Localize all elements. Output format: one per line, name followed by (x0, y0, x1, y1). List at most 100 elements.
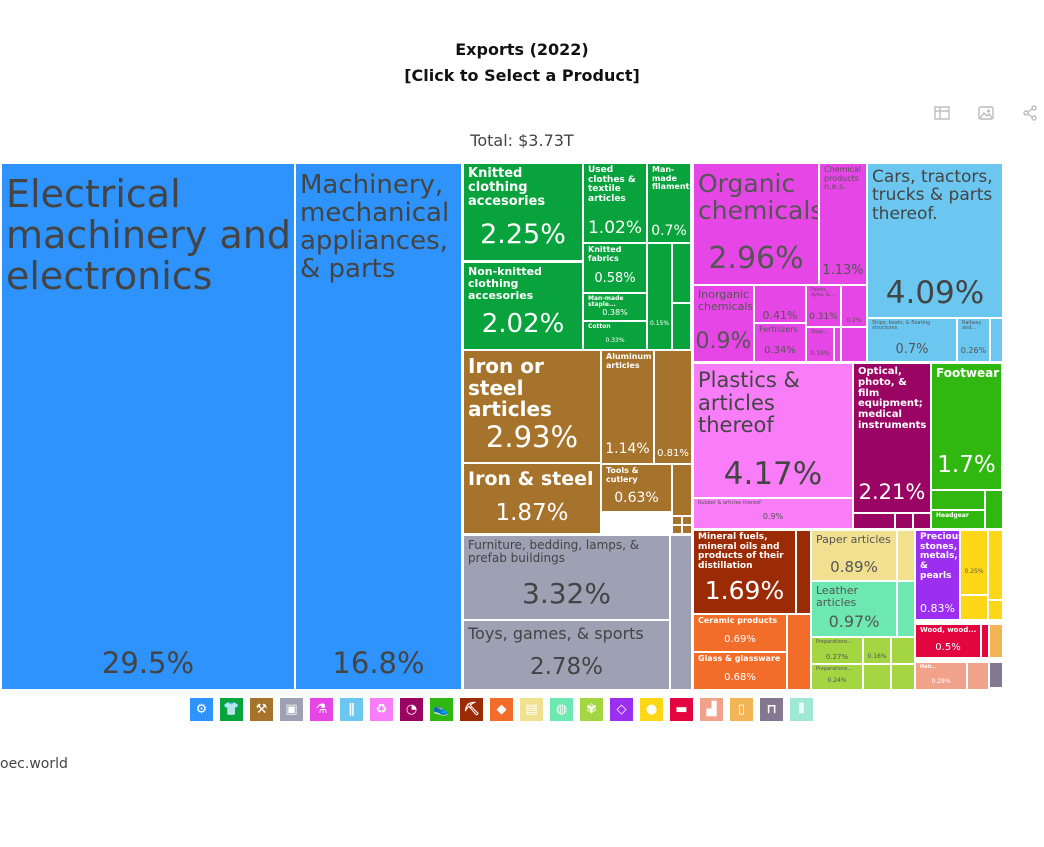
tile-man-made-filaments[interactable]: Man-made filaments 0.7% (647, 163, 691, 243)
tile-aluminum-articles[interactable]: Aluminum articles 1.14% (601, 350, 654, 464)
tile-electrical-machinery-and-electronics[interactable]: Electrical machinery and electronics 29.5… (1, 163, 295, 690)
tile-minor-25[interactable] (988, 600, 1003, 620)
tile-item-42[interactable]: 0.25% (960, 530, 988, 595)
tile-item-13[interactable]: 0.81% (654, 350, 692, 464)
tile-minor-23[interactable] (960, 595, 988, 620)
legend-textiles[interactable]: 👕 (219, 697, 244, 722)
tile-minor-9[interactable] (841, 327, 867, 362)
legend-transportation[interactable]: ∥ (339, 697, 364, 722)
tile-minor-21[interactable] (863, 664, 891, 690)
tile-toys-games-sports[interactable]: Toys, games, & sports 2.78% (463, 620, 670, 690)
tile-cars-tractors-trucks-parts-thereof[interactable]: Cars, tractors, trucks & parts thereof. 4… (867, 163, 1003, 318)
tile-minor-4[interactable] (682, 516, 692, 525)
legend-animal-hides[interactable]: ◍ (549, 697, 574, 722)
tile-knitted-clothing-accesories[interactable]: Knitted clothing accesories 2.25% (463, 163, 583, 261)
legend-instruments[interactable]: ◔ (399, 697, 424, 722)
tile-minor-3[interactable] (672, 516, 682, 525)
tile-preparations[interactable]: Preparations... 0.27% (811, 637, 863, 664)
tile-headgear[interactable]: Headgear (931, 510, 985, 529)
tile-minor-18[interactable] (897, 530, 915, 581)
legend-plastics-rubbers[interactable]: ♻ (369, 697, 394, 722)
tile-used-clothes-textile-articles[interactable]: Used clothes & textile articles 1.02% (583, 163, 647, 243)
legend-animal-vegetable-bi-products[interactable]: ▯ (729, 697, 754, 722)
tile-minor-24[interactable] (988, 530, 1003, 600)
tile-furniture-bedding-lamps-prefab-buildings[interactable]: Furniture, bedding, lamps, & prefab buil… (463, 535, 670, 620)
tile-machinery-mechanical-appliances-parts[interactable]: Machinery, mechanical appliances, & part… (295, 163, 462, 690)
tile-minor-14[interactable] (985, 490, 1003, 529)
tile-non-knitted-clothing-accesories[interactable]: Non-knitted clothing accesories 2.02% (463, 262, 583, 350)
legend-chemical-products[interactable]: ⚗ (309, 697, 334, 722)
tile-leather-articles[interactable]: Leather articles 0.97% (811, 581, 897, 637)
tile-item-24[interactable]: 0.2% (841, 285, 867, 327)
tile-ships-boats-floating-structures[interactable]: Ships, boats, & floating structures 0.7% (867, 318, 957, 362)
tile-minor-26[interactable] (981, 624, 989, 658)
tile-minor-10[interactable] (990, 318, 1003, 362)
legend-animal-products[interactable]: ▟ (699, 697, 724, 722)
tile-minor-28[interactable] (967, 662, 989, 690)
tile-hair[interactable]: Hair... 0.29% (915, 662, 967, 690)
legend-stone-glass[interactable]: ◆ (489, 697, 514, 722)
tile-item-39[interactable]: 0.16% (863, 637, 891, 664)
tile-optical-photo-film-equipment-medical-instruments[interactable]: Optical, photo, & film equipment; medica… (853, 363, 931, 513)
tile-rubber-articles-thereof[interactable]: Rubber & articles thereof 0.9% (693, 498, 853, 529)
tile-minor-8[interactable] (834, 327, 841, 362)
legend-miscellaneous[interactable]: ▣ (279, 697, 304, 722)
tile-minor-1[interactable] (672, 303, 691, 350)
tile-item-20[interactable]: 0.41% (754, 285, 806, 323)
tile-minor-13[interactable] (913, 513, 931, 529)
legend-machinery[interactable]: ⚙ (189, 697, 214, 722)
tile-cotton[interactable]: Cotton 0.33% (583, 321, 647, 350)
table-icon[interactable] (933, 104, 951, 122)
tile-man-made-staple[interactable]: Man-made staple... 0.38% (583, 293, 647, 321)
tile-wood-wood[interactable]: Wood, wood... 0.5% (915, 624, 981, 658)
tile-minor-5[interactable] (672, 525, 682, 534)
tile-item-9[interactable]: 0.15% (647, 243, 672, 350)
tile-railway-and[interactable]: Railway and... 0.26% (957, 318, 990, 362)
tile-paper-articles[interactable]: Paper articles 0.89% (811, 530, 897, 581)
legend-footwear-headwear[interactable]: 👟 (429, 697, 454, 722)
tile-minor-2[interactable] (672, 464, 692, 516)
tile-glass-glassware[interactable]: Glass & glassware 0.68% (693, 652, 787, 690)
legend-arts-antiques[interactable]: ⊓ (759, 697, 784, 722)
tile-minor-17[interactable] (787, 614, 811, 690)
tile-minor-27[interactable] (989, 624, 1003, 658)
tile-precious-stones-metals-pearls[interactable]: Precious stones, metals, & pearls 0.83% (915, 530, 960, 620)
tile-minor-7[interactable] (670, 535, 692, 690)
legend-precious-metals[interactable]: ◇ (609, 697, 634, 722)
legend-wood-products[interactable]: ⦀ (789, 697, 814, 722)
tile-minor-6[interactable] (682, 525, 692, 534)
tile-preparations[interactable]: Preparations... 0.24% (811, 664, 863, 690)
image-icon[interactable] (977, 104, 995, 122)
tile-minor-22[interactable] (891, 664, 915, 690)
legend-metals[interactable]: ⚒ (249, 697, 274, 722)
tile-minor-15[interactable] (931, 490, 985, 510)
tile-paints-dyes[interactable]: Paints, dyes, &... 0.31% (806, 285, 841, 327)
tile-minor-11[interactable] (853, 513, 895, 529)
tile-iron-or-steel-articles[interactable]: Iron or steel articles 2.93% (463, 350, 601, 463)
tile-inorganic-chemicals[interactable]: Inorganic chemicals 0.9% (693, 285, 754, 362)
tile-knitted-fabrics[interactable]: Knitted fabrics 0.58% (583, 243, 647, 293)
tile-minor-16[interactable] (796, 530, 811, 614)
tile-minor-29[interactable] (989, 662, 1003, 688)
tile-chemical-products-n-e-s[interactable]: Chemical products n.e.s. 1.13% (819, 163, 867, 285)
legend-weapons[interactable]: ▬ (669, 697, 694, 722)
legend-foodstuffs[interactable]: ● (639, 697, 664, 722)
tile-soap[interactable]: Soap... 0.19% (806, 327, 834, 362)
share-icon[interactable] (1021, 104, 1039, 122)
tile-tools-cutlery[interactable]: Tools & cutlery 0.63% (601, 464, 672, 512)
select-product-link[interactable]: [Click to Select a Product] (404, 66, 640, 85)
tile-mineral-fuels-mineral-oils-and-products-of-their-distillation[interactable]: Mineral fuels, mineral oils and products… (693, 530, 796, 614)
tile-plastics-articles-thereof[interactable]: Plastics & articles thereof 4.17% (693, 363, 853, 498)
tile-ceramic-products[interactable]: Ceramic products 0.69% (693, 614, 787, 652)
tile-minor-30[interactable] (989, 688, 1003, 690)
legend-vegetable-products[interactable]: ✾ (579, 697, 604, 722)
legend-paper-goods[interactable]: ▤ (519, 697, 544, 722)
legend-mineral-products[interactable]: ⛏ (459, 697, 484, 722)
tile-organic-chemicals[interactable]: Organic chemicals 2.96% (693, 163, 819, 285)
tile-minor-19[interactable] (897, 581, 915, 637)
tile-minor-20[interactable] (891, 637, 915, 664)
tile-iron-steel[interactable]: Iron & steel 1.87% (463, 463, 601, 534)
tile-minor-0[interactable] (672, 243, 691, 303)
tile-fertilizers[interactable]: Fertilizers 0.34% (754, 323, 806, 362)
tile-minor-12[interactable] (895, 513, 913, 529)
